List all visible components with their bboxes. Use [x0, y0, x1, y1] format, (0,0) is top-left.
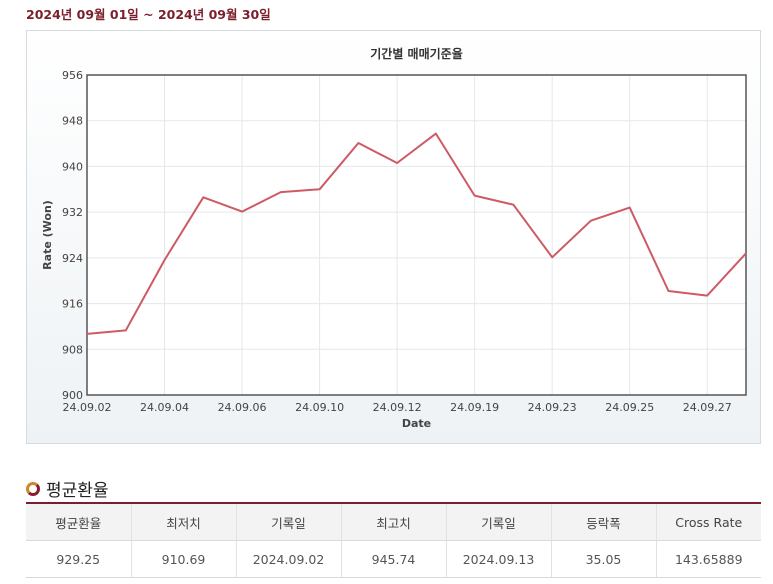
x-tick-label: 24.09.04: [140, 401, 189, 414]
y-tick-label: 932: [62, 206, 83, 219]
section-title: 평균환율: [46, 481, 109, 501]
chart-title: 기간별 매매기준율: [370, 46, 463, 61]
y-tick-label: 900: [62, 389, 83, 402]
header-highest-date: 기록일: [445, 502, 551, 541]
date-range: 2024년 09월 01일 ~ 2024년 09월 30일: [26, 7, 271, 22]
x-axis-label: Date: [402, 417, 431, 430]
x-tick-label: 24.09.25: [605, 401, 654, 414]
cell-highest-date: 2024.09.13: [445, 540, 551, 578]
cell-lowest-date: 2024.09.02: [235, 540, 341, 578]
x-tick-label: 24.09.19: [450, 401, 499, 414]
y-tick-label: 924: [62, 252, 83, 265]
section-bullet-icon: [26, 481, 40, 496]
y-tick-label: 948: [62, 115, 83, 128]
average-rate-table: 평균환율 최저치 기록일 최고치 기록일 등락폭 Cross Rate 929.…: [26, 502, 761, 578]
y-tick-label: 916: [62, 298, 83, 311]
header-lowest-date: 기록일: [235, 502, 341, 541]
y-tick-label: 956: [62, 69, 83, 82]
cell-range: 35.05: [550, 540, 656, 578]
rate-chart: 900 908 916 924 932 940 948 956 24.09.02 24.09.04…: [26, 30, 761, 444]
y-tick-label: 940: [62, 160, 83, 173]
average-rate-section-header: 평균환율: [26, 476, 109, 501]
header-range: 등락폭: [550, 502, 656, 541]
header-lowest: 최저치: [130, 502, 236, 541]
x-tick-label: 24.09.06: [218, 401, 267, 414]
table-header-row: 평균환율 최저치 기록일 최고치 기록일 등락폭 Cross Rate: [26, 502, 761, 541]
table-row: 929.25 910.69 2024.09.02 945.74 2024.09.…: [26, 540, 761, 578]
cell-highest: 945.74: [340, 540, 446, 578]
header-cross-rate: Cross Rate: [655, 502, 761, 541]
header-average-rate: 평균환율: [26, 502, 131, 541]
rate-chart-svg: 900 908 916 924 932 940 948 956 24.09.02 24.09.04…: [41, 46, 747, 430]
plot-area: [87, 75, 746, 395]
header-highest: 최고치: [340, 502, 446, 541]
plot-border: [86, 74, 747, 396]
cell-cross-rate: 143.65889: [655, 540, 761, 578]
y-tick-label: 908: [62, 343, 83, 356]
series-line: [86, 132, 747, 335]
y-axis-label: Rate (Won): [41, 200, 54, 270]
cell-lowest: 910.69: [130, 540, 236, 578]
x-tick-label: 24.09.27: [683, 401, 732, 414]
x-tick-label: 24.09.02: [63, 401, 112, 414]
x-tick-label: 24.09.12: [373, 401, 422, 414]
x-tick-label: 24.09.10: [295, 401, 344, 414]
cell-average-rate: 929.25: [26, 540, 131, 578]
x-tick-label: 24.09.23: [528, 401, 577, 414]
